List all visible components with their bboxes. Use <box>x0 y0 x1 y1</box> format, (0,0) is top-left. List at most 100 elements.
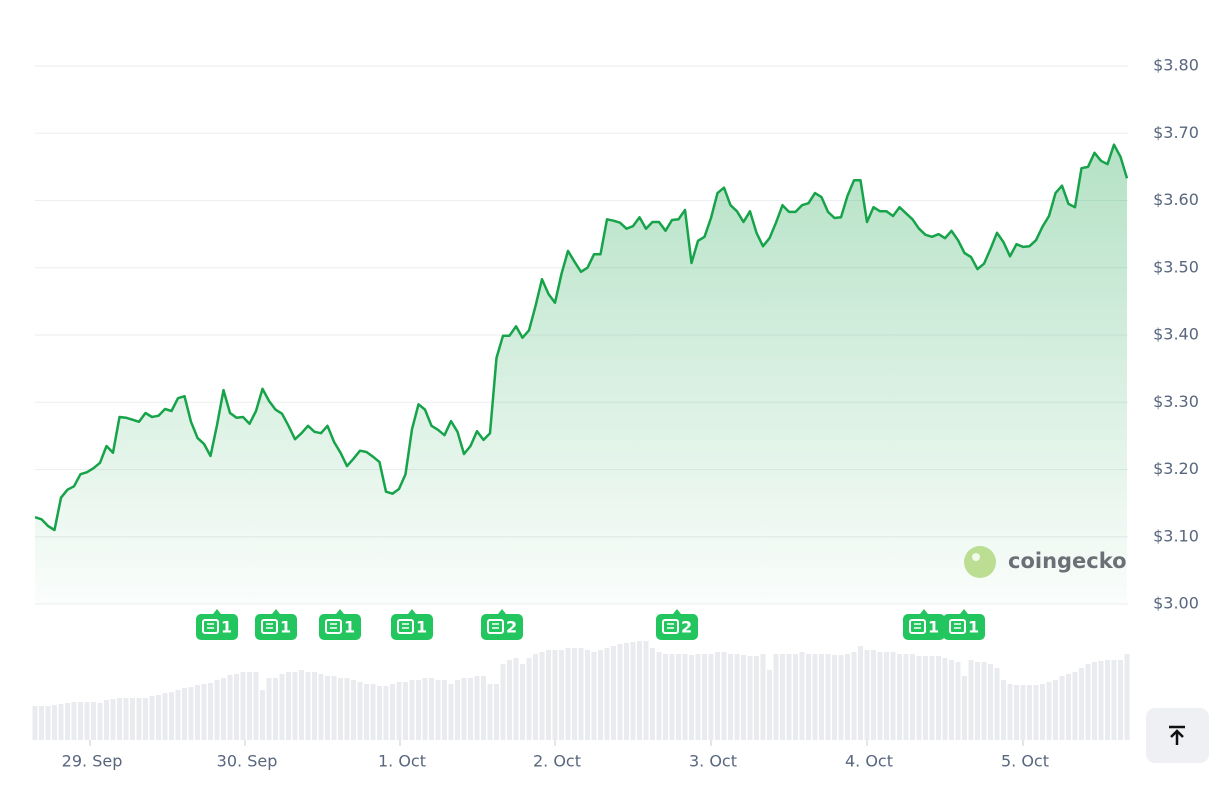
news-icon-lines <box>914 623 921 629</box>
volume-bar <box>468 678 473 740</box>
volume-bar <box>422 678 428 740</box>
volume-bar <box>1014 685 1019 740</box>
volume-bar <box>812 654 818 740</box>
badge-tip <box>498 609 506 614</box>
volume-bar <box>1124 654 1130 740</box>
volume-bar <box>1046 682 1052 740</box>
volume-bar <box>715 652 720 740</box>
news-badge[interactable]: 2 <box>656 609 698 640</box>
volume-bar <box>559 650 564 740</box>
volume-bar <box>396 682 402 740</box>
volume-bar <box>227 675 233 740</box>
volume-bar <box>754 656 759 740</box>
volume-bar <box>656 652 662 740</box>
volume-bar <box>357 682 363 740</box>
news-badge[interactable]: 1 <box>903 609 945 640</box>
volume-bar <box>858 646 863 740</box>
x-tick-label: 5. Oct <box>1001 752 1049 771</box>
volume-bar <box>409 680 415 740</box>
volume-bar <box>1111 660 1117 740</box>
badge-tip <box>408 609 416 614</box>
volume-bar <box>351 680 356 740</box>
volume-bar <box>390 684 395 740</box>
volume-bar <box>474 676 480 740</box>
news-badge[interactable]: 1 <box>319 609 361 640</box>
news-badge[interactable]: 1 <box>391 609 433 640</box>
news-badge[interactable]: 2 <box>481 609 523 640</box>
volume-bar <box>442 680 447 740</box>
news-icon <box>949 619 966 634</box>
volume-bar <box>312 672 317 740</box>
volume-bar <box>585 650 590 740</box>
volume-bar <box>123 698 129 740</box>
volume-bar <box>695 654 701 740</box>
volume-bar <box>221 678 226 740</box>
badge-count: 1 <box>416 618 427 637</box>
news-badge[interactable]: 1 <box>943 609 985 640</box>
volume-bar <box>299 670 304 740</box>
volume-bar <box>279 674 285 740</box>
volume-bar <box>435 680 441 740</box>
volume-bar <box>981 662 987 740</box>
volume-bar <box>533 654 538 740</box>
volume-bar <box>461 678 467 740</box>
badge-count: 2 <box>506 618 517 637</box>
volume-bar <box>97 703 103 740</box>
volume-bar <box>260 690 265 740</box>
volume-bar <box>572 648 577 740</box>
news-badge[interactable]: 1 <box>196 609 238 640</box>
volume-bar <box>1079 668 1084 740</box>
news-icon-lines <box>402 623 409 629</box>
volume-bar <box>877 652 883 740</box>
volume-bar <box>721 652 727 740</box>
y-tick-label: $3.40 <box>1153 325 1199 344</box>
volume-bar <box>65 703 70 740</box>
volume-bar <box>344 678 350 740</box>
news-icon-lines <box>266 623 273 629</box>
volume-bar <box>825 654 831 740</box>
volume-bar <box>305 672 311 740</box>
news-icon-lines <box>330 623 337 629</box>
volume-bar <box>383 686 389 740</box>
volume-bar <box>910 654 915 740</box>
badge-tip <box>213 609 221 614</box>
volume-bar <box>130 698 135 740</box>
news-badge[interactable]: 1 <box>255 609 297 640</box>
y-tick-label: $3.20 <box>1153 459 1199 478</box>
volume-bar <box>611 646 616 740</box>
volume-bar <box>1033 685 1039 740</box>
badge-tip <box>920 609 928 614</box>
watermark: coingecko <box>964 546 1127 578</box>
volume-bar <box>455 680 460 740</box>
news-icon <box>662 619 679 634</box>
volume-bar <box>734 654 740 740</box>
volume-bar <box>104 700 109 740</box>
volume-bar <box>578 648 584 740</box>
volume-bar <box>923 656 928 740</box>
scroll-top-button[interactable] <box>1146 708 1209 763</box>
volume-bar <box>1092 662 1097 740</box>
volume-bar <box>1072 672 1078 740</box>
volume-bar <box>929 656 935 740</box>
volume-bar <box>624 643 629 740</box>
volume-bar <box>669 654 675 740</box>
volume-bar <box>604 648 610 740</box>
volume-bar <box>195 685 200 740</box>
badge-tip <box>673 609 681 614</box>
volume-bar <box>416 680 421 740</box>
volume-bar <box>975 662 980 740</box>
volume-bar <box>45 706 51 740</box>
volume-bar <box>650 648 655 740</box>
price-line <box>34 143 1129 532</box>
volume-bar <box>169 692 174 740</box>
volume-bar <box>968 660 974 740</box>
volume-bar <box>513 658 519 740</box>
volume-bar <box>1040 684 1045 740</box>
volume-bar <box>988 664 993 740</box>
volume-bar <box>1118 660 1123 740</box>
watermark-text: coingecko <box>1008 549 1127 573</box>
volume-bar <box>71 702 77 740</box>
volume-bar <box>786 654 792 740</box>
volume-bar <box>793 654 798 740</box>
badge-count: 1 <box>221 618 232 637</box>
